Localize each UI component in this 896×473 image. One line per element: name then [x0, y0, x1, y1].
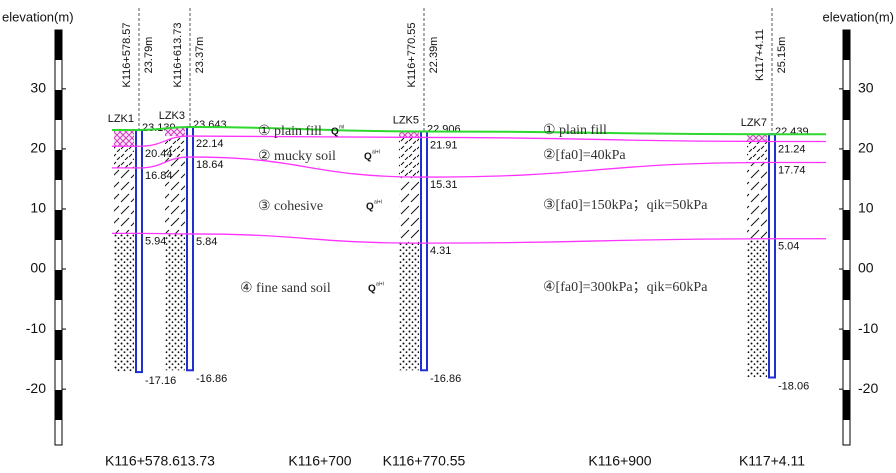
soil-column	[399, 137, 419, 177]
borehole-name: LZK3	[159, 110, 185, 122]
layer-age: ml	[339, 124, 344, 130]
soil-column	[747, 239, 767, 378]
soil-column	[747, 162, 767, 238]
ruler-segment	[843, 270, 850, 300]
soil-column	[747, 134, 767, 141]
axis-label: elevation(m)	[822, 9, 894, 24]
y-tick-label: 10	[858, 200, 874, 216]
soil-column	[114, 233, 134, 372]
layer-note: ③[fa0]=150kPa；qik=50kPa	[543, 198, 708, 213]
layer-note: ④[fa0]=300kPa；qik=60kPa	[543, 280, 708, 295]
borehole-depth: 22.39m	[428, 37, 440, 74]
soil-column	[165, 157, 185, 234]
elevation-label: -18.06	[778, 380, 809, 392]
layer-symbol: Q	[331, 127, 339, 138]
ruler-segment	[843, 390, 850, 420]
elevation-label: 22.14	[196, 138, 224, 150]
layer-symbol: Q	[368, 284, 376, 295]
y-tick-label: -20	[26, 380, 46, 396]
station-label: K116+900	[588, 453, 651, 469]
elevation-label: 5.04	[778, 241, 799, 253]
y-tick-label: 20	[30, 140, 46, 156]
soil-column	[114, 130, 134, 146]
ruler-segment	[55, 210, 62, 240]
ruler-segment	[55, 270, 62, 300]
elevation-label: 23.643	[193, 119, 227, 131]
borehole-depth: 23.79m	[143, 37, 155, 74]
ruler-segment	[55, 150, 62, 180]
layer-boundary	[112, 233, 826, 243]
y-tick-label: 30	[858, 80, 874, 96]
layer-age: al+l	[372, 149, 380, 155]
elevation-label: -16.86	[196, 373, 227, 385]
elevation-label: 15.31	[430, 179, 458, 191]
layer-name: ① plain fill	[258, 124, 322, 139]
borehole-name: LZK1	[108, 113, 134, 125]
elevation-label: -17.16	[145, 375, 176, 387]
borehole-station: K116+613.73	[172, 23, 184, 88]
layer-name: ② mucky soil	[258, 149, 336, 164]
elevation-label: 4.31	[430, 245, 451, 257]
elevation-label: 22.906	[427, 123, 461, 135]
y-tick-label: 20	[858, 140, 874, 156]
axis-label: elevation(m)	[2, 9, 74, 24]
elevation-label: 18.64	[196, 159, 224, 171]
soil-column	[399, 243, 419, 370]
elevation-label: 5.84	[196, 236, 217, 248]
borehole-name: LZK7	[741, 117, 767, 129]
ruler-segment	[843, 330, 850, 360]
borehole	[421, 131, 427, 370]
ruler-segment	[55, 330, 62, 360]
elevation-label: -16.86	[430, 373, 461, 385]
layer-name: ③ cohesive	[258, 199, 323, 214]
y-tick-label: 30	[30, 80, 46, 96]
layer-name: ④ fine sand soil	[240, 281, 331, 296]
layer-age: al+l	[374, 199, 382, 205]
layer-note: ②[fa0]=40kPa	[543, 148, 626, 163]
elevation-label: 21.24	[778, 143, 806, 155]
ruler-segment	[55, 90, 62, 120]
soil-column	[747, 141, 767, 162]
layer-note: ① plain fill	[543, 123, 607, 138]
soil-column	[114, 168, 134, 233]
borehole-station: K116+578.57	[121, 23, 133, 88]
station-label: K116+770.55	[383, 453, 466, 469]
y-tick-label: -10	[858, 320, 878, 336]
borehole-depth: 25.15m	[776, 37, 788, 74]
layer-symbol: Q	[366, 202, 374, 213]
elevation-label: 22.439	[775, 126, 809, 138]
y-tick-label: 00	[858, 260, 874, 276]
layer-age: al+l	[376, 281, 384, 287]
y-tick-label: -20	[858, 380, 878, 396]
elevation-label: 21.91	[430, 139, 458, 151]
layer-symbol: Q	[364, 152, 372, 163]
station-label: K116+578.613.73	[105, 453, 215, 469]
borehole	[187, 127, 193, 370]
elevation-label: 5.94	[145, 235, 166, 247]
borehole	[769, 134, 775, 377]
station-label: K116+700	[288, 453, 351, 469]
borehole	[136, 130, 142, 372]
ruler-segment	[843, 90, 850, 120]
elevation-label: 17.74	[778, 164, 806, 176]
ruler-segment	[843, 210, 850, 240]
cross-section: elevation(m) elevation(m) 30 30 20 20 10 10 00…	[0, 0, 896, 473]
y-tick-label: 10	[30, 200, 46, 216]
soil-column	[114, 146, 134, 168]
borehole-name: LZK5	[393, 114, 419, 126]
y-tick-label: -10	[26, 320, 46, 336]
ruler-segment	[843, 30, 850, 60]
borehole-depth: 23.37m	[194, 37, 206, 74]
borehole-station: K117+4.11	[754, 29, 766, 81]
drawing: 30 30 20 20 10 10 00 00 -10 -10 -20 -20 K116+578.613…	[26, 8, 879, 469]
soil-column	[399, 177, 419, 243]
ruler-segment	[55, 390, 62, 420]
soil-column	[165, 234, 185, 370]
station-label: K117+4.11	[739, 453, 805, 469]
ruler-segment	[55, 30, 62, 60]
ruler-segment	[843, 150, 850, 180]
y-tick-label: 00	[30, 260, 46, 276]
borehole-station: K116+770.55	[406, 23, 418, 88]
